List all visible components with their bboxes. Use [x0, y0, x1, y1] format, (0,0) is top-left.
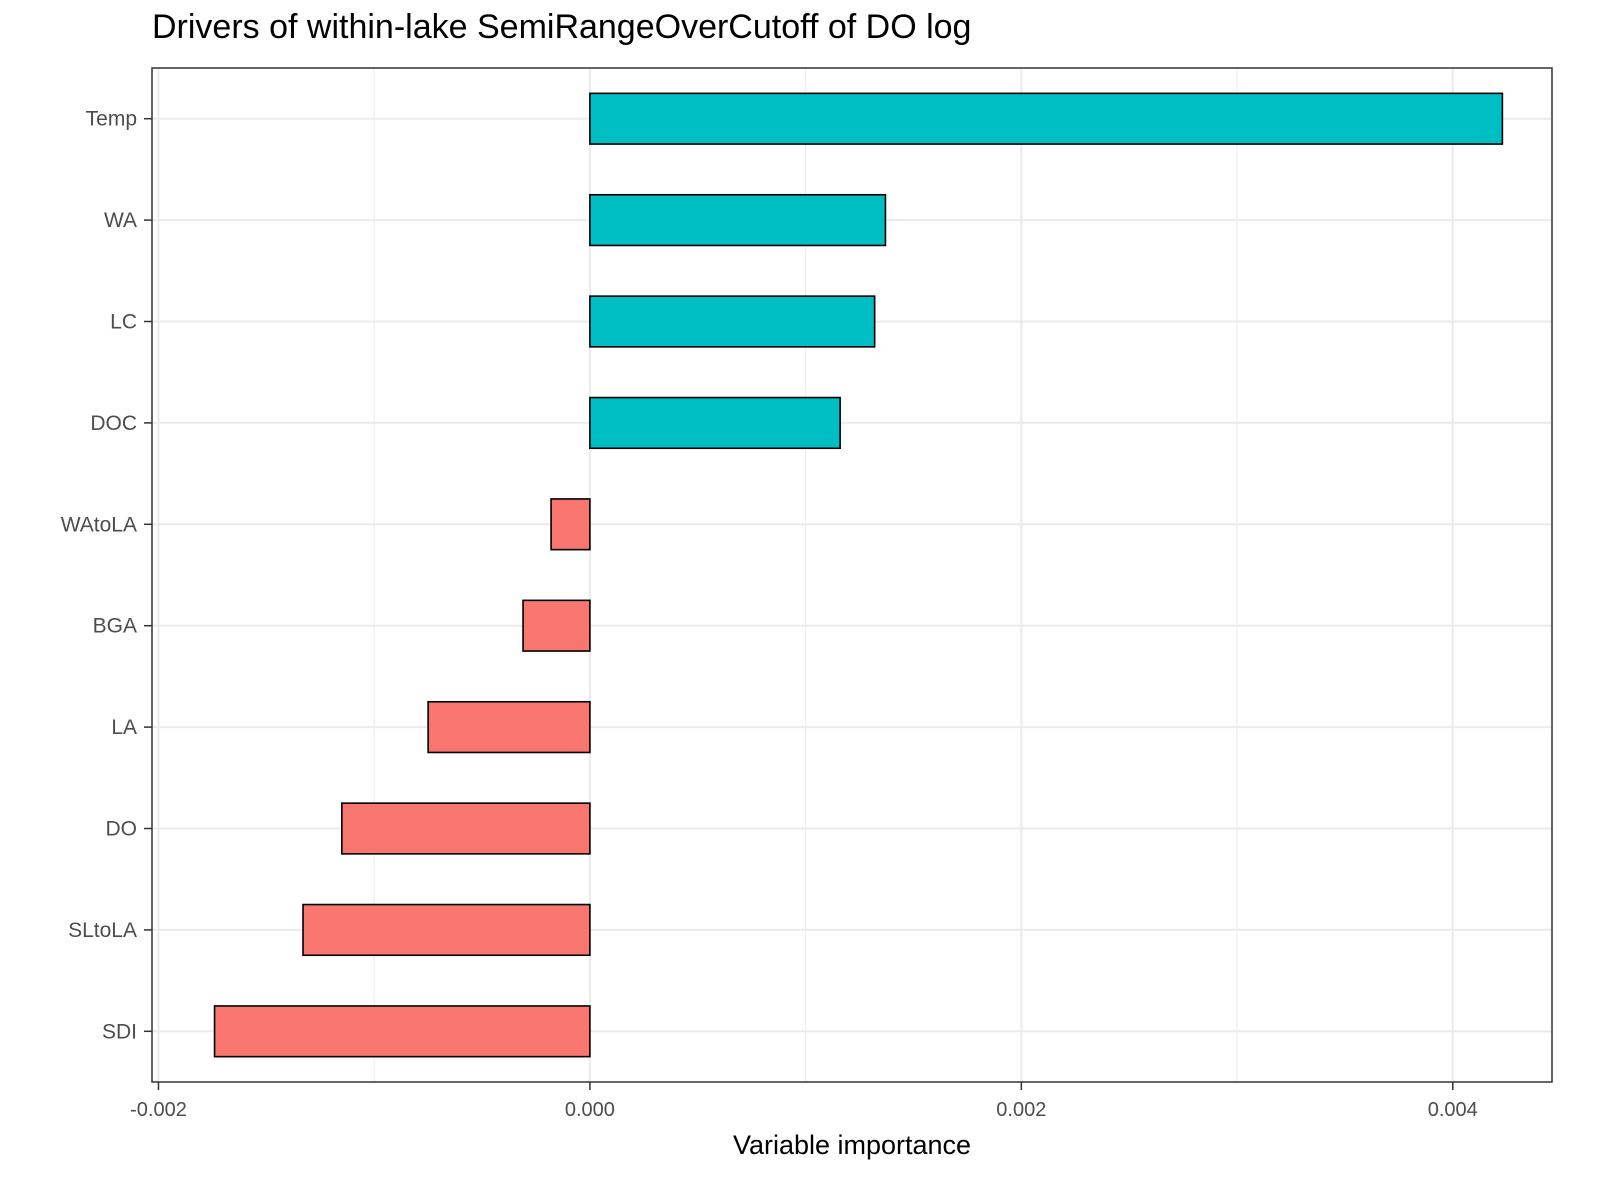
bar-do [341, 802, 591, 855]
y-tick-label: SDI [102, 1020, 137, 1043]
y-tick-label: LA [111, 716, 137, 739]
y-tick-label: DO [106, 818, 138, 841]
bar-sdi [213, 1005, 591, 1058]
bar-la [427, 700, 591, 754]
bar-doc [589, 396, 841, 450]
x-axis-title: Variable importance [733, 1130, 971, 1160]
x-tick-label: -0.002 [130, 1099, 187, 1121]
bar-temp [589, 92, 1504, 145]
x-tick-label: 0.002 [996, 1099, 1046, 1121]
y-tick-label: BGA [93, 615, 137, 638]
bar-lc [589, 295, 876, 348]
bar-sltola [302, 903, 591, 957]
axes: Temp WA LC DOC WAtoLA BGA LA DO SLtoLA SDI -0.002 0… [61, 108, 1478, 1121]
x-tick-label: 0.000 [565, 1099, 615, 1121]
bar-bga [522, 599, 591, 652]
y-tick-label: WAtoLA [61, 513, 137, 536]
y-tick-label: WA [104, 209, 137, 232]
y-tick-label: SLtoLA [68, 919, 137, 942]
y-tick-label: LC [110, 311, 137, 334]
bars [213, 92, 1504, 1058]
chart-title: Drivers of within-lake SemiRangeOverCuto… [152, 8, 972, 46]
y-tick-label: DOC [90, 412, 137, 435]
x-tick-label: 0.004 [1428, 1099, 1478, 1121]
bar-wa [589, 193, 887, 247]
bar-watola [550, 498, 591, 551]
y-tick-label: Temp [86, 108, 137, 131]
panel-border [151, 67, 1553, 1083]
